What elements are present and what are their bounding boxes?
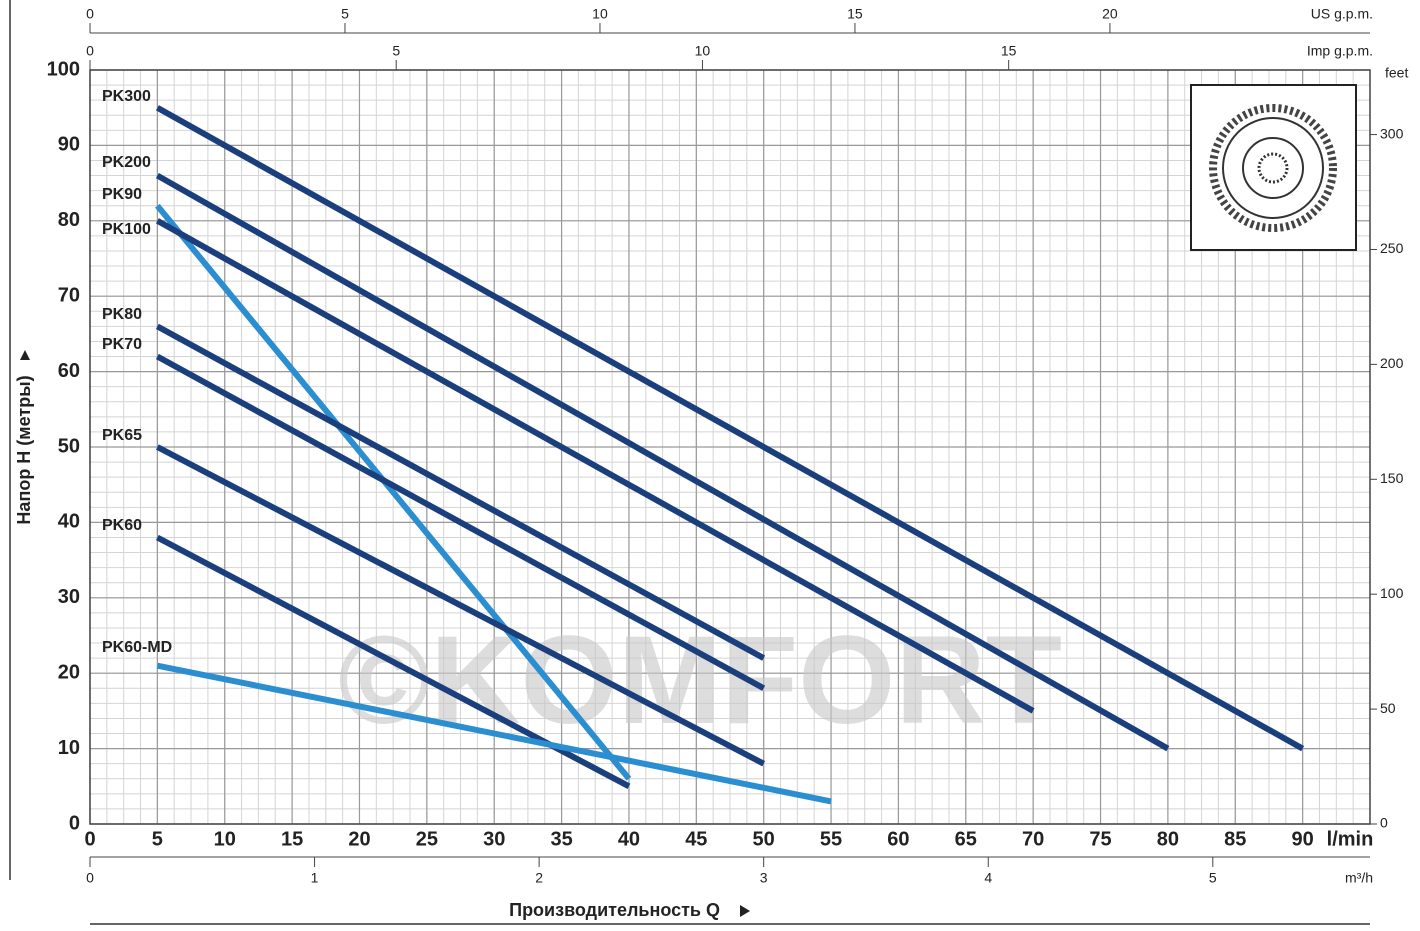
top-tick-label: 10 (695, 43, 711, 59)
series-line (155, 218, 1035, 714)
series-label: PK300 (102, 88, 151, 105)
x-tick-label: 80 (1157, 828, 1179, 850)
series-label: PK70 (102, 336, 142, 353)
top-tick-label: 0 (86, 6, 94, 22)
y2-tick-label: 50 (1380, 700, 1396, 716)
x-tick-label: 0 (84, 828, 95, 850)
x-tick-label: 10 (214, 828, 236, 850)
series-label: PK100 (102, 221, 151, 238)
series-label: PK60-MD (102, 639, 172, 656)
x-tick-label: 55 (820, 828, 842, 850)
impeller-picture (1190, 84, 1357, 251)
top-tick-label: 0 (86, 43, 94, 59)
y2-tick-label: 300 (1380, 125, 1404, 141)
x-tick-label: 25 (416, 828, 438, 850)
x-tick-label: 5 (152, 828, 163, 850)
x-tick-label: 85 (1224, 828, 1246, 850)
y-axis-title: Напор H (метры) (14, 375, 34, 524)
bottom-tick-label: 0 (86, 870, 94, 886)
series-line (155, 172, 1170, 752)
top-tick-label: 15 (847, 6, 863, 22)
series-line (155, 105, 1305, 752)
top-tick-label: 5 (341, 6, 349, 22)
top-tick-label: 15 (1001, 43, 1017, 59)
x-unit: l/min (1327, 828, 1374, 850)
series-line (156, 662, 832, 805)
x-tick-label: 45 (685, 828, 707, 850)
y-tick-label: 20 (58, 661, 80, 683)
bottom-tick-label: 4 (984, 870, 992, 886)
x-tick-label: 60 (887, 828, 909, 850)
y-tick-label: 70 (58, 284, 80, 306)
y2-tick-label: 150 (1380, 470, 1404, 486)
bottom-tick-label: 1 (311, 870, 319, 886)
y2-tick-label: 0 (1380, 815, 1388, 831)
series-label: PK200 (102, 154, 151, 171)
series-label: PK65 (102, 427, 142, 444)
x-tick-label: 70 (1022, 828, 1044, 850)
y2-tick-label: 200 (1380, 355, 1404, 371)
x-tick-label: 20 (348, 828, 370, 850)
y2-axis-title: feet (1385, 65, 1408, 81)
plot-frame (89, 69, 1371, 825)
series-line (155, 323, 766, 661)
top-tick-label: 5 (392, 43, 400, 59)
y-tick-label: 90 (58, 134, 80, 156)
series-label: PK80 (102, 306, 142, 323)
arrow-icon (20, 350, 30, 360)
series-label: PK60 (102, 517, 142, 534)
x-tick-label: 50 (753, 828, 775, 850)
top-axis-title: US g.p.m. (1311, 6, 1373, 22)
bottom-tick-label: 3 (760, 870, 768, 886)
top-axis-title: Imp g.p.m. (1307, 43, 1373, 59)
x-axis-title: Производительность Q (509, 900, 720, 920)
x-tick-label: 75 (1089, 828, 1111, 850)
series-label: PK90 (102, 186, 142, 203)
series-line (155, 444, 766, 767)
x-tick-label: 35 (550, 828, 572, 850)
x-tick-label: 30 (483, 828, 505, 850)
y-tick-label: 50 (58, 435, 80, 457)
y-tick-label: 100 (47, 58, 80, 80)
x-tick-label: 15 (281, 828, 303, 850)
bottom-tick-label: 5 (1209, 870, 1217, 886)
y2-tick-label: 100 (1380, 585, 1404, 601)
series-line (155, 203, 632, 781)
x-tick-label: 65 (955, 828, 977, 850)
series-line (155, 353, 766, 691)
bottom-axis-title: m³/h (1345, 870, 1373, 886)
plot: PK300 PK200 PK90 PK100 PK80 PK70 PK65 PK60 PK60-… (102, 88, 1305, 805)
x-tick-label: 90 (1292, 828, 1314, 850)
top-tick-label: 20 (1102, 6, 1118, 22)
y-tick-label: 30 (58, 586, 80, 608)
y-tick-label: 60 (58, 360, 80, 382)
bottom-tick-label: 2 (535, 870, 543, 886)
y-tick-label: 80 (58, 209, 80, 231)
arrow-icon (740, 905, 750, 917)
y-tick-label: 0 (69, 812, 80, 834)
top-tick-label: 10 (592, 6, 608, 22)
y-tick-label: 40 (58, 511, 80, 533)
x-tick-label: 40 (618, 828, 640, 850)
y-tick-label: 10 (58, 737, 80, 759)
y2-tick-label: 250 (1380, 240, 1404, 256)
